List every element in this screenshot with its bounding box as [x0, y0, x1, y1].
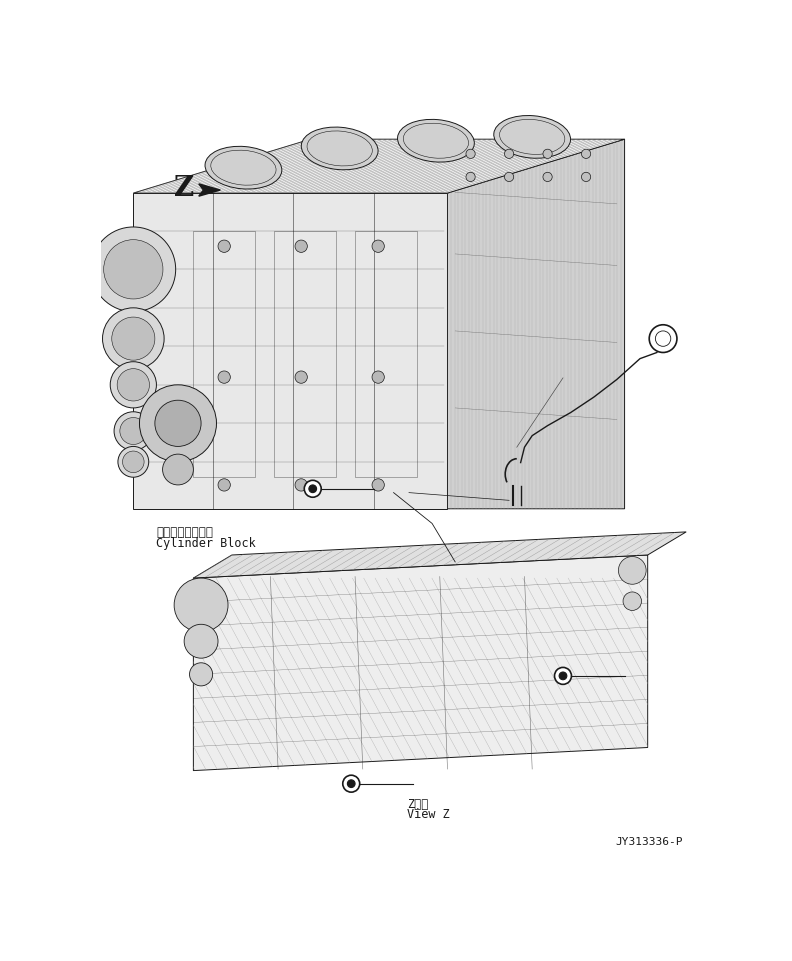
Ellipse shape: [205, 146, 282, 189]
Polygon shape: [133, 193, 447, 508]
Circle shape: [218, 371, 230, 383]
Circle shape: [372, 479, 384, 491]
Circle shape: [91, 227, 176, 311]
Ellipse shape: [493, 115, 570, 159]
Text: View Z: View Z: [407, 808, 450, 822]
Circle shape: [348, 779, 355, 787]
Polygon shape: [193, 531, 686, 579]
Circle shape: [623, 592, 642, 610]
Circle shape: [102, 308, 164, 369]
Polygon shape: [447, 139, 625, 508]
Circle shape: [304, 480, 322, 497]
Circle shape: [343, 776, 360, 792]
Text: Cylinder Block: Cylinder Block: [157, 537, 256, 551]
Circle shape: [117, 369, 150, 401]
Circle shape: [189, 663, 212, 686]
Ellipse shape: [301, 127, 378, 170]
Circle shape: [295, 240, 307, 253]
Text: JY313336-P: JY313336-P: [615, 836, 683, 847]
Circle shape: [619, 556, 646, 584]
Circle shape: [114, 411, 153, 451]
Circle shape: [581, 149, 591, 159]
Circle shape: [110, 361, 157, 407]
Circle shape: [118, 447, 149, 478]
Circle shape: [372, 240, 384, 253]
Circle shape: [295, 371, 307, 383]
Circle shape: [104, 239, 163, 299]
Text: Z: Z: [174, 175, 194, 202]
Circle shape: [162, 455, 193, 485]
Polygon shape: [133, 139, 625, 193]
Circle shape: [309, 485, 317, 493]
Circle shape: [505, 172, 514, 182]
Ellipse shape: [398, 119, 474, 162]
Circle shape: [466, 172, 475, 182]
Text: Z　視: Z 視: [407, 798, 428, 810]
Circle shape: [123, 451, 144, 473]
Circle shape: [581, 172, 591, 182]
Circle shape: [155, 400, 201, 447]
Circle shape: [543, 149, 552, 159]
Circle shape: [559, 672, 567, 679]
Circle shape: [543, 172, 552, 182]
Circle shape: [372, 371, 384, 383]
Circle shape: [218, 240, 230, 253]
Circle shape: [218, 479, 230, 491]
Circle shape: [466, 149, 475, 159]
Circle shape: [554, 667, 572, 684]
Polygon shape: [199, 184, 220, 196]
Circle shape: [505, 149, 514, 159]
Circle shape: [295, 479, 307, 491]
Circle shape: [139, 384, 216, 462]
Circle shape: [174, 579, 228, 632]
Text: シリンダブロック: シリンダブロック: [157, 526, 213, 539]
Circle shape: [120, 417, 147, 445]
Circle shape: [112, 317, 155, 360]
Polygon shape: [193, 555, 648, 771]
Circle shape: [184, 625, 218, 658]
